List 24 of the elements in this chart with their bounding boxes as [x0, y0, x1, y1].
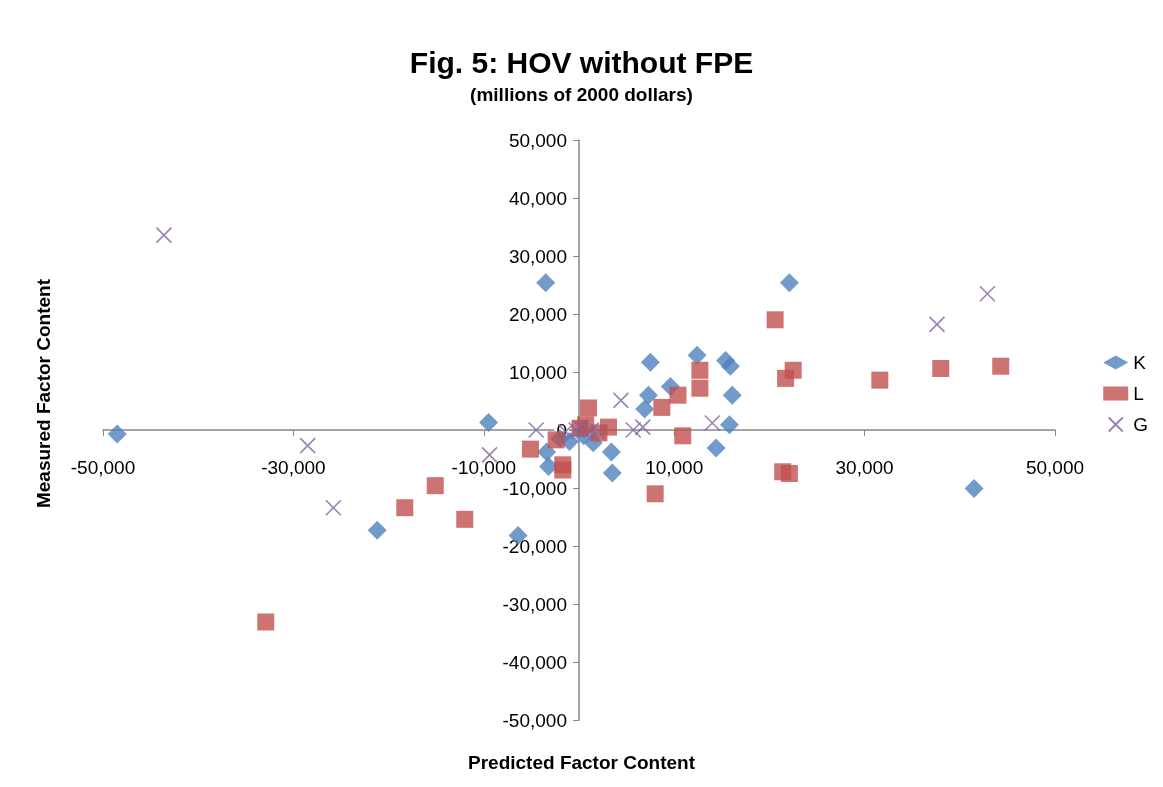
y-tick-label: -20,000 — [502, 535, 567, 557]
x-tick-label: 50,000 — [1025, 457, 1085, 478]
chart-subtitle: (millions of 2000 dollars) — [470, 84, 693, 105]
y-tick-label: 50,000 — [508, 129, 567, 151]
y-tick-label: 40,000 — [508, 187, 567, 209]
x-tick-label: -10,000 — [451, 457, 517, 478]
y-axis-title: Measured Factor Content — [33, 278, 54, 509]
y-tick-label: 10,000 — [508, 361, 567, 383]
legend-label: G — [1133, 414, 1148, 435]
x-tick-label: -50,000 — [70, 457, 136, 478]
y-tick-label: -10,000 — [502, 477, 567, 499]
legend-label: L — [1133, 383, 1144, 404]
y-tick-label: 20,000 — [508, 303, 567, 325]
y-tick-label: -40,000 — [502, 651, 567, 673]
x-axis-title: Predicted Factor Content — [468, 752, 696, 773]
y-tick-label: -50,000 — [502, 709, 567, 731]
chart-title: Fig. 5: HOV without FPE — [409, 45, 754, 79]
x-tick-label: 30,000 — [835, 457, 894, 478]
x-tick-label: -30,000 — [261, 457, 326, 478]
y-tick-label: 30,000 — [508, 245, 567, 267]
legend-label: K — [1133, 352, 1147, 373]
y-tick-label: -30,000 — [502, 593, 567, 615]
x-tick-label: 10,000 — [645, 457, 704, 478]
y-tick-label: 0 — [556, 419, 567, 441]
